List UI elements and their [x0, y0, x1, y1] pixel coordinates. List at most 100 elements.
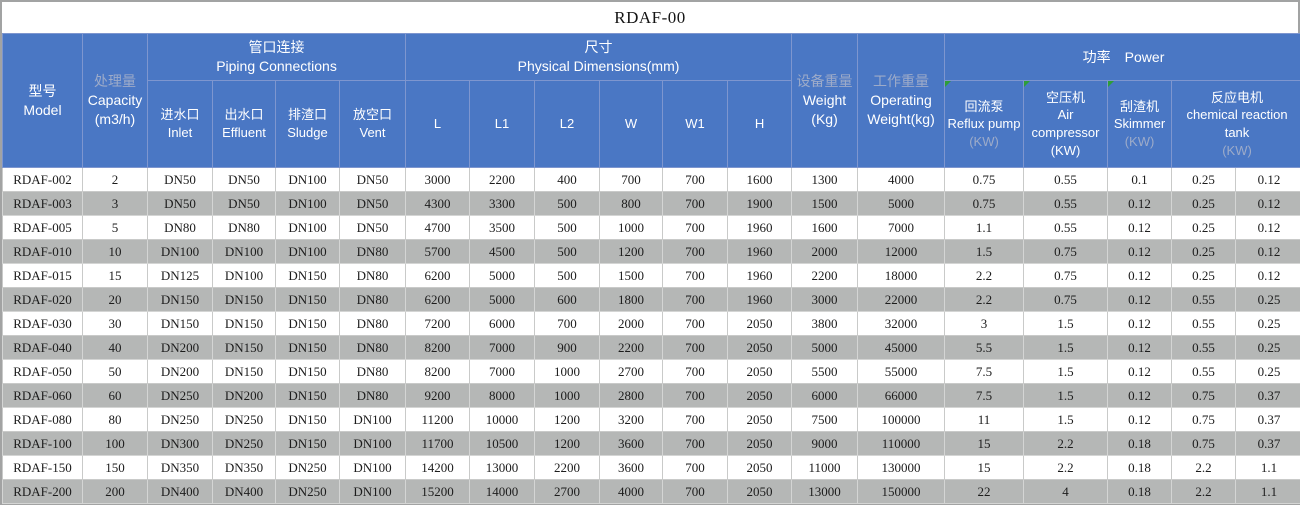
table-cell: 0.12	[1107, 287, 1173, 312]
table-cell: 2050	[727, 359, 793, 384]
table-cell: 700	[662, 167, 729, 192]
operating-weight-label-en2: Weight(kg)	[867, 110, 935, 127]
table-cell: 700	[662, 215, 729, 240]
table-cell: 0.12	[1235, 167, 1300, 192]
col-header-air-compressor: 空压机 Air compressor (KW)	[1023, 80, 1109, 168]
table-cell: 0.12	[1107, 239, 1173, 264]
table-cell: DN250	[147, 407, 213, 432]
table-cell: DN50	[147, 191, 213, 216]
table-cell: 0.12	[1107, 359, 1173, 384]
table-row: RDAF-010 10 DN100 DN100 DN100 DN80 5700 4500 500…	[2, 239, 1300, 264]
table-cell: 700	[662, 239, 729, 264]
excel-flag-icon	[945, 81, 952, 87]
col-header-sludge: 排渣口 Sludge	[275, 80, 340, 168]
table-cell: 1960	[727, 239, 793, 264]
table-cell: 4000	[599, 479, 664, 504]
table-cell: 1960	[727, 263, 793, 288]
table-cell: 2050	[727, 455, 793, 480]
table-cell: 0.12	[1235, 239, 1300, 264]
group-header-dimensions: 尺寸 Physical Dimensions(mm)	[405, 33, 793, 81]
table-cell: RDAF-005	[2, 215, 83, 240]
table-cell: 3	[82, 191, 148, 216]
col-header-L: L	[405, 80, 471, 168]
table-cell: DN150	[212, 359, 276, 384]
table-cell: 2200	[599, 335, 664, 360]
col-header-operating-weight: 工作重量 Operating Weight(kg)	[857, 33, 946, 168]
table-cell: 2200	[534, 455, 601, 480]
table-cell: 1.5	[1023, 383, 1109, 408]
table-cell: 150	[82, 455, 148, 480]
table-cell: 700	[662, 311, 729, 336]
table-cell: DN50	[338, 167, 407, 192]
table-cell: 500	[534, 263, 601, 288]
table-cell: 8000	[469, 383, 536, 408]
excel-flag-icon	[1024, 81, 1031, 87]
table-cell: DN100	[338, 479, 407, 504]
sludge-label-zh: 排渣口	[287, 107, 327, 123]
col-header-L1: L1	[469, 80, 536, 168]
table-cell: 9000	[791, 431, 859, 456]
table-row: RDAF-015 15 DN125 DN100 DN150 DN80 6200 5000 500…	[2, 263, 1300, 288]
table-cell: 130000	[857, 455, 946, 480]
skimmer-unit: (KW)	[1124, 133, 1155, 149]
table-row: RDAF-060 60 DN250 DN200 DN150 DN80 9200 8000 100…	[2, 383, 1300, 408]
table-cell: 30	[82, 311, 148, 336]
table-cell: DN100	[212, 239, 276, 264]
table-cell: 1600	[727, 167, 793, 192]
table-cell: 7200	[405, 311, 471, 336]
table-cell: 3600	[599, 455, 664, 480]
table-cell: 3000	[791, 287, 859, 312]
reflux-pump-unit: (KW)	[969, 133, 999, 149]
dim-L2-label: L2	[559, 116, 575, 132]
table-cell: DN150	[147, 311, 213, 336]
table-cell: 2.2	[1023, 455, 1109, 480]
table-cell: 0.18	[1107, 479, 1173, 504]
inlet-label-zh: 进水口	[160, 107, 200, 123]
table-cell: 0.55	[1171, 287, 1237, 312]
table-cell: 0.12	[1107, 335, 1173, 360]
table-cell: 700	[662, 287, 729, 312]
table-cell: 1500	[791, 191, 859, 216]
table-cell: 0.25	[1171, 191, 1237, 216]
table-cell: 1800	[599, 287, 664, 312]
table-cell: 900	[534, 335, 601, 360]
table-cell: RDAF-010	[2, 239, 83, 264]
table-cell: 200	[82, 479, 148, 504]
table-cell: 2050	[727, 431, 793, 456]
table-cell: 45000	[857, 335, 946, 360]
table-cell: 500	[534, 239, 601, 264]
table-cell: 7000	[469, 359, 536, 384]
table-cell: DN100	[338, 407, 407, 432]
table-cell: DN100	[212, 263, 276, 288]
table-cell: 700	[662, 383, 729, 408]
table-row: RDAF-080 80 DN250 DN250 DN150 DN100 11200 10000…	[2, 407, 1300, 432]
table-cell: DN400	[147, 479, 213, 504]
group-header-power: 功率 Power	[944, 33, 1300, 81]
table-cell: DN150	[212, 311, 276, 336]
model-label-en: Model	[23, 101, 62, 118]
vent-label-zh: 放空口	[353, 107, 393, 123]
air-compressor-label-en: Air compressor	[1031, 107, 1100, 140]
table-cell: 1.5	[1023, 407, 1109, 432]
table-cell: 0.55	[1171, 311, 1237, 336]
table-cell: DN350	[212, 455, 276, 480]
table-cell: 1.1	[1235, 479, 1300, 504]
table-cell: DN80	[338, 311, 407, 336]
table-cell: 1200	[534, 407, 601, 432]
table-cell: DN250	[212, 431, 276, 456]
table-cell: DN100	[275, 191, 340, 216]
dim-W-label: W	[624, 116, 638, 132]
table-cell: 22	[944, 479, 1025, 504]
table-cell: DN150	[275, 263, 340, 288]
table-cell: 1.5	[944, 239, 1025, 264]
piping-label-zh: 管口连接	[248, 39, 305, 56]
table-cell: 6200	[405, 287, 471, 312]
table-cell: 8200	[405, 335, 471, 360]
power-label-zh: 功率	[1082, 48, 1111, 65]
table-cell: 800	[599, 191, 664, 216]
table-cell: 0.25	[1235, 287, 1300, 312]
table-cell: 60	[82, 383, 148, 408]
col-header-L2: L2	[534, 80, 601, 168]
piping-label-en: Piping Connections	[216, 58, 337, 74]
